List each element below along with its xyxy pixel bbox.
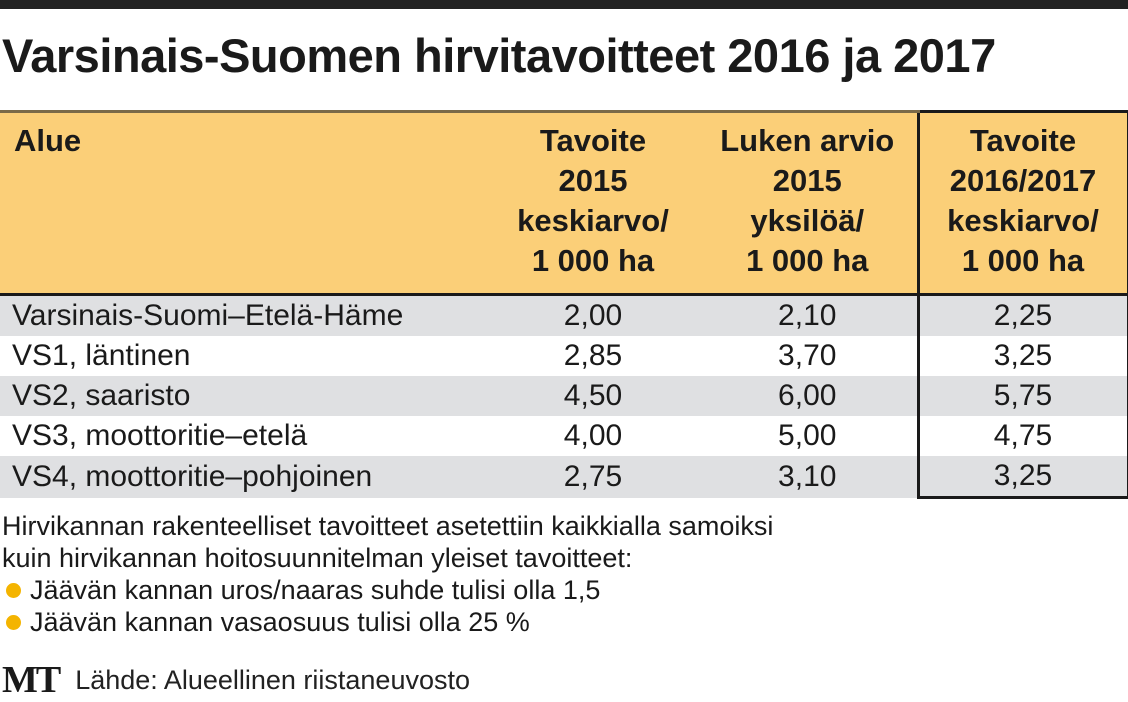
table-row: VS3, moottoritie–etelä 4,00 5,00 4,75 bbox=[0, 416, 1128, 456]
table-row: VS4, moottoritie–pohjoinen 2,75 3,10 3,2… bbox=[0, 456, 1128, 499]
header-line: keskiarvo/ bbox=[517, 203, 669, 238]
note-bullet: Jäävän kannan uros/naaras suhde tulisi o… bbox=[2, 574, 1122, 606]
cell-value-highlighted: 4,75 bbox=[916, 416, 1128, 456]
header-line: 1 000 ha bbox=[531, 243, 655, 278]
cell-value-highlighted: 3,25 bbox=[916, 456, 1128, 499]
data-table: Alue Tavoite 2015 keskiarvo/ 1 000 ha Lu… bbox=[0, 110, 1128, 499]
header-line: 1 000 ha bbox=[746, 243, 869, 278]
bullet-dot-icon bbox=[6, 614, 21, 630]
cell-value: 4,50 bbox=[488, 376, 698, 416]
note-line: Hirvikannan rakenteelliset tavoitteet as… bbox=[2, 511, 774, 541]
note-bullet-text: Jäävän kannan vasaosuus tulisi olla 25 % bbox=[30, 607, 530, 637]
cell-region: VS4, moottoritie–pohjoinen bbox=[0, 456, 488, 498]
cell-region: VS1, läntinen bbox=[12, 339, 191, 372]
cell-region: Varsinais-Suomi–Etelä-Häme bbox=[0, 294, 488, 336]
table-row: VS1, läntinen 2,85 3,70 3,25 bbox=[0, 336, 1128, 376]
cell-region: VS3, moottoritie–etelä bbox=[12, 419, 308, 452]
header-line: Tavoite bbox=[969, 123, 1077, 158]
cell-value: 2,85 bbox=[563, 339, 623, 372]
header-line: 2016/2017 bbox=[949, 163, 1097, 198]
header-line: yksilöä/ bbox=[750, 203, 865, 238]
header-line: Tavoite bbox=[539, 123, 647, 158]
header-luke-estimate-2015: Luken arvio 2015 yksilöä/ 1 000 ha bbox=[698, 110, 918, 296]
footer: MT Lähde: Alueellinen riistaneuvosto bbox=[2, 660, 470, 700]
cell-value: 2,10 bbox=[698, 294, 918, 336]
cell-value-highlighted: 2,25 bbox=[916, 294, 1128, 336]
cell-value-highlighted: 3,25 bbox=[916, 336, 1128, 376]
header-line: 2015 bbox=[558, 163, 628, 198]
chart-title: Varsinais-Suomen hirvitavoitteet 2016 ja… bbox=[2, 29, 996, 82]
cell-region: VS2, saaristo bbox=[0, 376, 488, 416]
cell-value: 3,70 bbox=[778, 339, 837, 372]
header-line: keskiarvo/ bbox=[947, 203, 1099, 238]
mt-logo: MT bbox=[2, 659, 61, 701]
data-table-container: Alue Tavoite 2015 keskiarvo/ 1 000 ha Lu… bbox=[0, 110, 1128, 499]
header-line: Alue bbox=[14, 123, 82, 158]
header-row: Alue Tavoite 2015 keskiarvo/ 1 000 ha Lu… bbox=[0, 110, 1128, 296]
cell-value: 4,00 bbox=[563, 419, 623, 452]
cell-value: 2,00 bbox=[488, 294, 698, 336]
notes: Hirvikannan rakenteelliset tavoitteet as… bbox=[2, 510, 1122, 638]
note-line: kuin hirvikannan hoitosuunnitelman yleis… bbox=[2, 543, 633, 573]
source-note: Lähde: Alueellinen riistaneuvosto bbox=[75, 665, 471, 695]
bullet-dot-icon bbox=[6, 582, 21, 598]
cell-value: 6,00 bbox=[698, 376, 918, 416]
note-bullet: Jäävän kannan vasaosuus tulisi olla 25 % bbox=[2, 606, 1122, 638]
top-rule bbox=[0, 0, 1128, 9]
header-line: 1 000 ha bbox=[961, 243, 1085, 278]
cell-value: 2,75 bbox=[488, 456, 698, 498]
note-bullet-text: Jäävän kannan uros/naaras suhde tulisi o… bbox=[30, 575, 601, 605]
table-row: VS2, saaristo 4,50 6,00 5,75 bbox=[0, 376, 1128, 416]
table-row: Varsinais-Suomi–Etelä-Häme 2,00 2,10 2,2… bbox=[0, 294, 1128, 336]
header-line: 2015 bbox=[772, 163, 842, 198]
header-target-2016-2017: Tavoite 2016/2017 keskiarvo/ 1 000 ha bbox=[916, 110, 1128, 296]
cell-value: 3,10 bbox=[698, 456, 918, 498]
cell-value-highlighted: 5,75 bbox=[916, 376, 1128, 416]
cell-value: 5,00 bbox=[778, 419, 837, 452]
header-target-2015: Tavoite 2015 keskiarvo/ 1 000 ha bbox=[488, 110, 698, 296]
header-line: Luken arvio bbox=[720, 123, 895, 158]
header-region: Alue bbox=[0, 110, 488, 296]
